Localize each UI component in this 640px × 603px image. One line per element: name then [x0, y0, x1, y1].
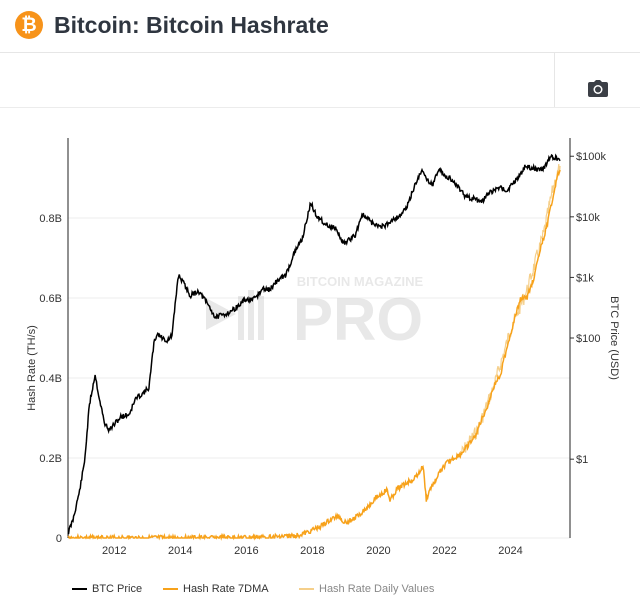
y2-tick-label: $1k — [576, 272, 594, 284]
x-tick-label: 2022 — [432, 545, 456, 557]
y2-tick-label: $100k — [576, 151, 606, 163]
legend-item-btc-price[interactable]: BTC Price — [72, 583, 142, 595]
y-tick-label: 0.2B — [39, 453, 62, 465]
x-tick-label: 2020 — [366, 545, 390, 557]
page-header: ₿ Bitcoin: Bitcoin Hashrate — [0, 0, 640, 53]
y-tick-label: 0.6B — [39, 293, 62, 305]
watermark-line2: PRO — [293, 286, 423, 353]
legend-label-hash-rate-daily: Hash Rate Daily Values — [319, 583, 435, 595]
bitcoin-logo-icon: ₿ — [15, 11, 43, 39]
y2-axis-label: BTC Price (USD) — [608, 296, 620, 380]
watermark: BITCOIN MAGAZINE PRO — [206, 274, 424, 353]
legend-swatch-hash-rate-daily — [299, 588, 314, 590]
y2-tick-label: $1 — [576, 454, 588, 466]
chart-axes — [67, 138, 574, 538]
x-tick-label: 2012 — [102, 545, 126, 557]
y-tick-label: 0.4B — [39, 373, 62, 385]
y-axis-label: Hash Rate (TH/s) — [26, 325, 38, 411]
series-hash-rate-7dma — [67, 169, 561, 541]
series-btc-price — [67, 153, 561, 535]
camera-icon[interactable] — [588, 80, 608, 97]
legend-item-hash-rate-daily[interactable]: Hash Rate Daily Values — [299, 583, 434, 595]
page-title: Bitcoin: Bitcoin Hashrate — [54, 12, 329, 38]
legend-label-btc-price: BTC Price — [92, 583, 143, 595]
legend-swatch-hash-rate-7dma — [163, 588, 178, 590]
y2-tick-label: $10k — [576, 212, 600, 224]
chart-toolbar — [0, 53, 640, 108]
series-hash-rate-daily — [461, 164, 561, 455]
toolbar-divider — [554, 53, 555, 107]
x-tick-label: 2014 — [168, 545, 192, 557]
legend-swatch-btc-price — [72, 588, 87, 590]
watermark-line1: BITCOIN MAGAZINE — [297, 274, 424, 289]
series-layer — [67, 153, 561, 541]
legend-item-hash-rate-7dma[interactable]: Hash Rate 7DMA — [163, 583, 269, 595]
y2-tick-label: $100 — [576, 333, 600, 345]
legend-label-hash-rate-7dma: Hash Rate 7DMA — [183, 583, 269, 595]
hashrate-chart: BITCOIN MAGAZINE PRO 0 0.2B 0.4B 0.6B 0.8B $1… — [26, 138, 620, 557]
x-tick-label: 2018 — [300, 545, 324, 557]
x-tick-label: 2016 — [234, 545, 258, 557]
tick-labels: 0 0.2B 0.4B 0.6B 0.8B $1 $100 $1k $10k $100k 2012 2… — [39, 151, 606, 557]
y-tick-label: 0.8B — [39, 213, 62, 225]
x-tick-label: 2024 — [498, 545, 522, 557]
y-tick-label: 0 — [56, 533, 62, 545]
